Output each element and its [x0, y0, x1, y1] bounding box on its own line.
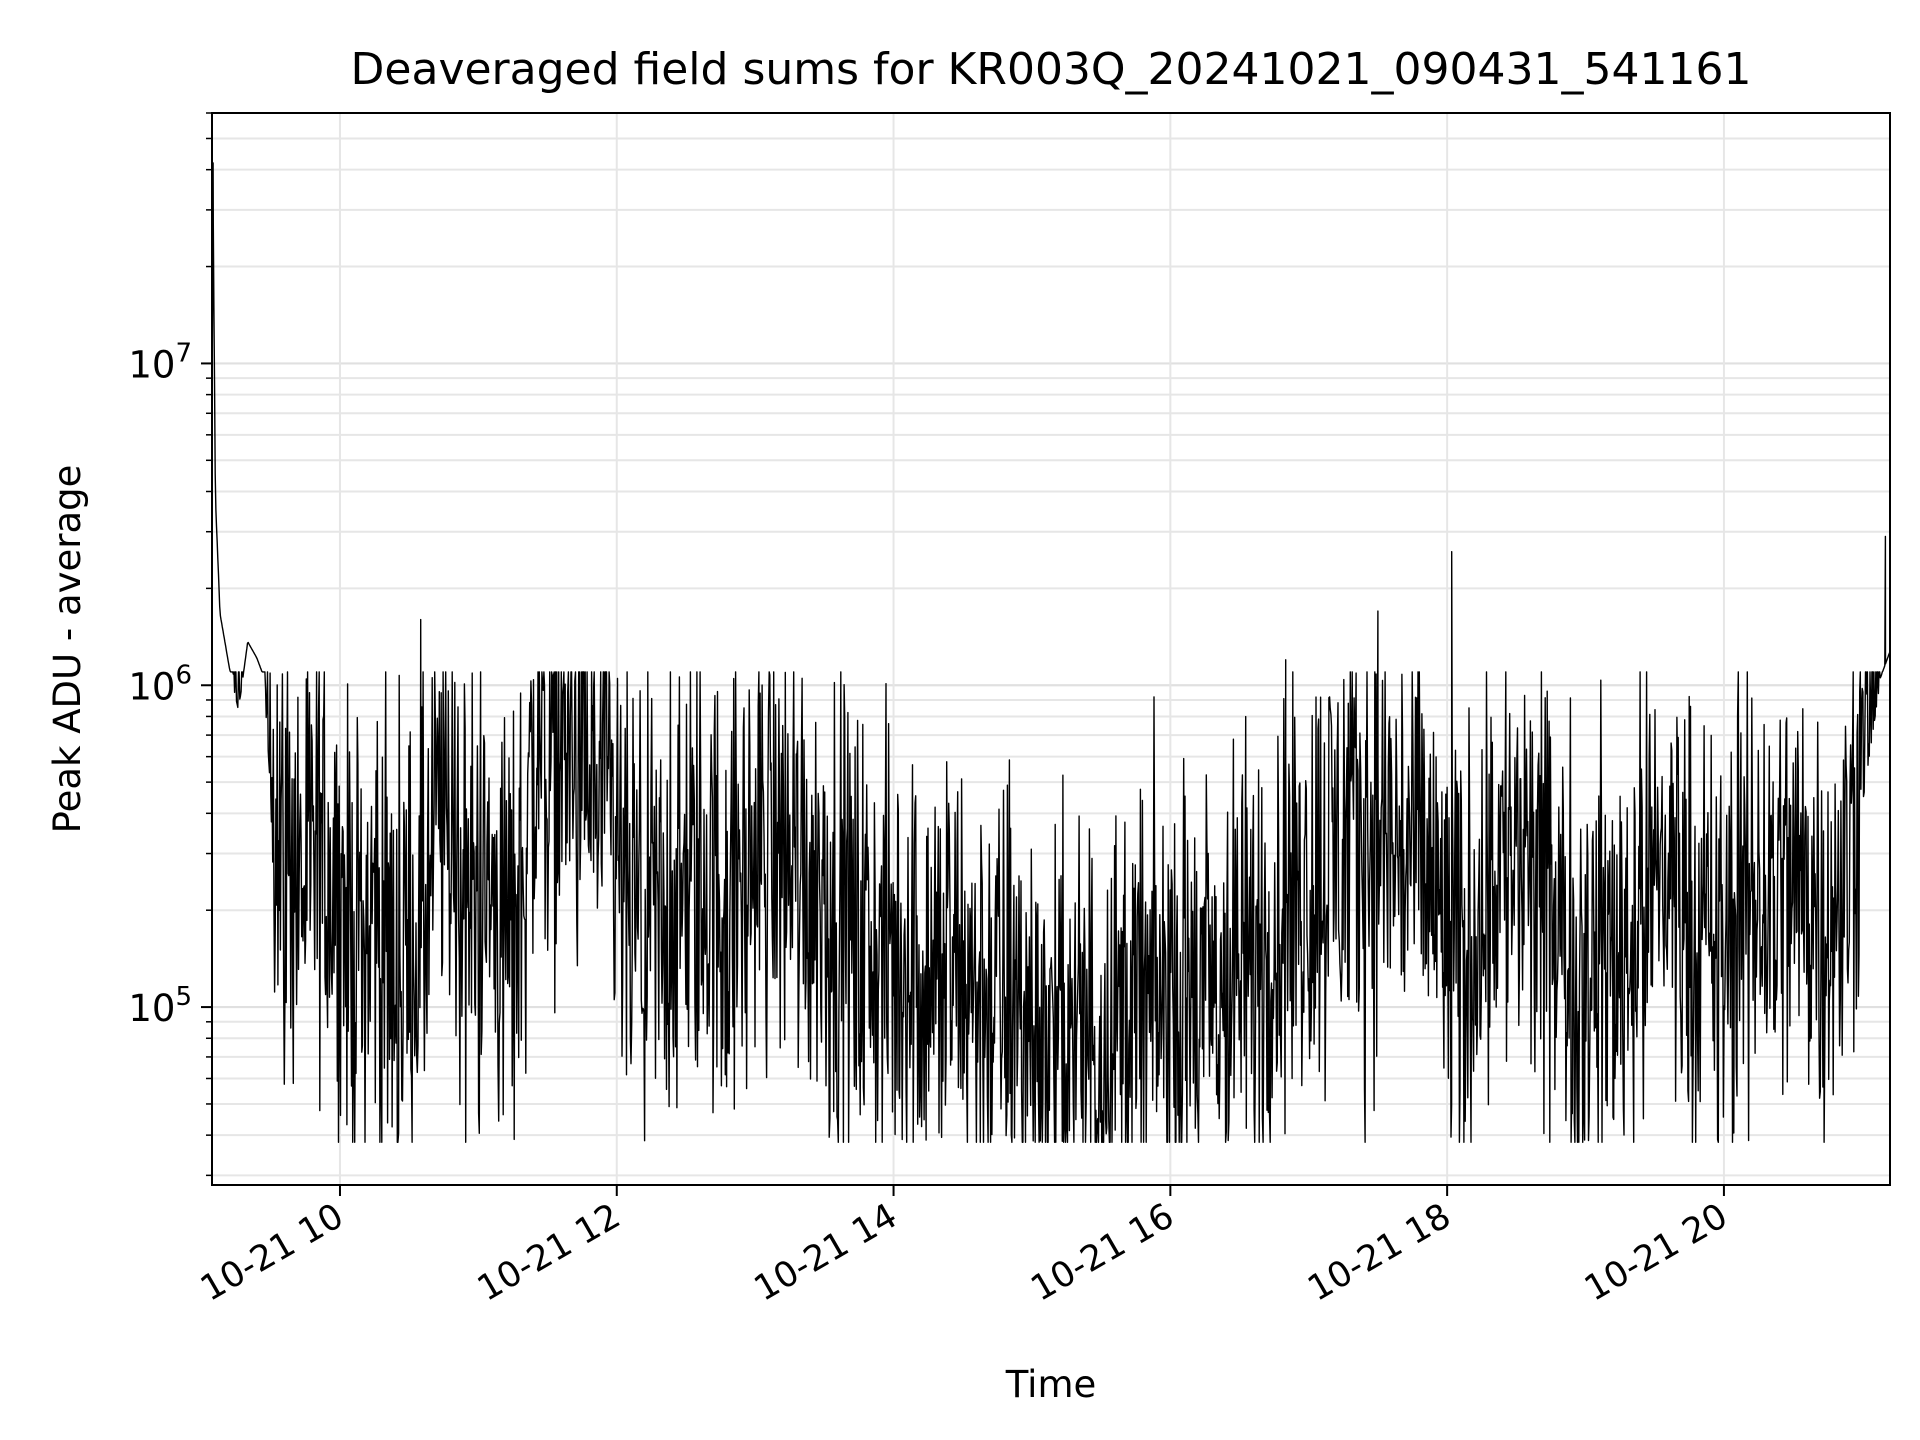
x-axis-label: Time — [1005, 1363, 1097, 1406]
series-line — [211, 162, 1891, 1143]
y-tick-label: 105 — [128, 982, 192, 1030]
y-tick-label-base: 10 — [128, 343, 175, 386]
y-tick-label-exponent: 6 — [175, 660, 192, 690]
series-area — [211, 162, 1891, 1143]
y-axis-label: Peak ADU - average — [46, 465, 89, 834]
y-tick-label: 106 — [128, 660, 192, 708]
y-tick-label-base: 10 — [128, 665, 175, 708]
y-tick-label-base: 10 — [128, 987, 175, 1030]
y-tick-label-exponent: 7 — [175, 338, 192, 368]
y-tick-label-exponent: 5 — [175, 982, 192, 1012]
chart-title: Deaveraged field sums for KR003Q_2024102… — [351, 44, 1752, 95]
y-tick-label: 107 — [128, 338, 192, 386]
plot-frame — [211, 112, 1891, 1186]
